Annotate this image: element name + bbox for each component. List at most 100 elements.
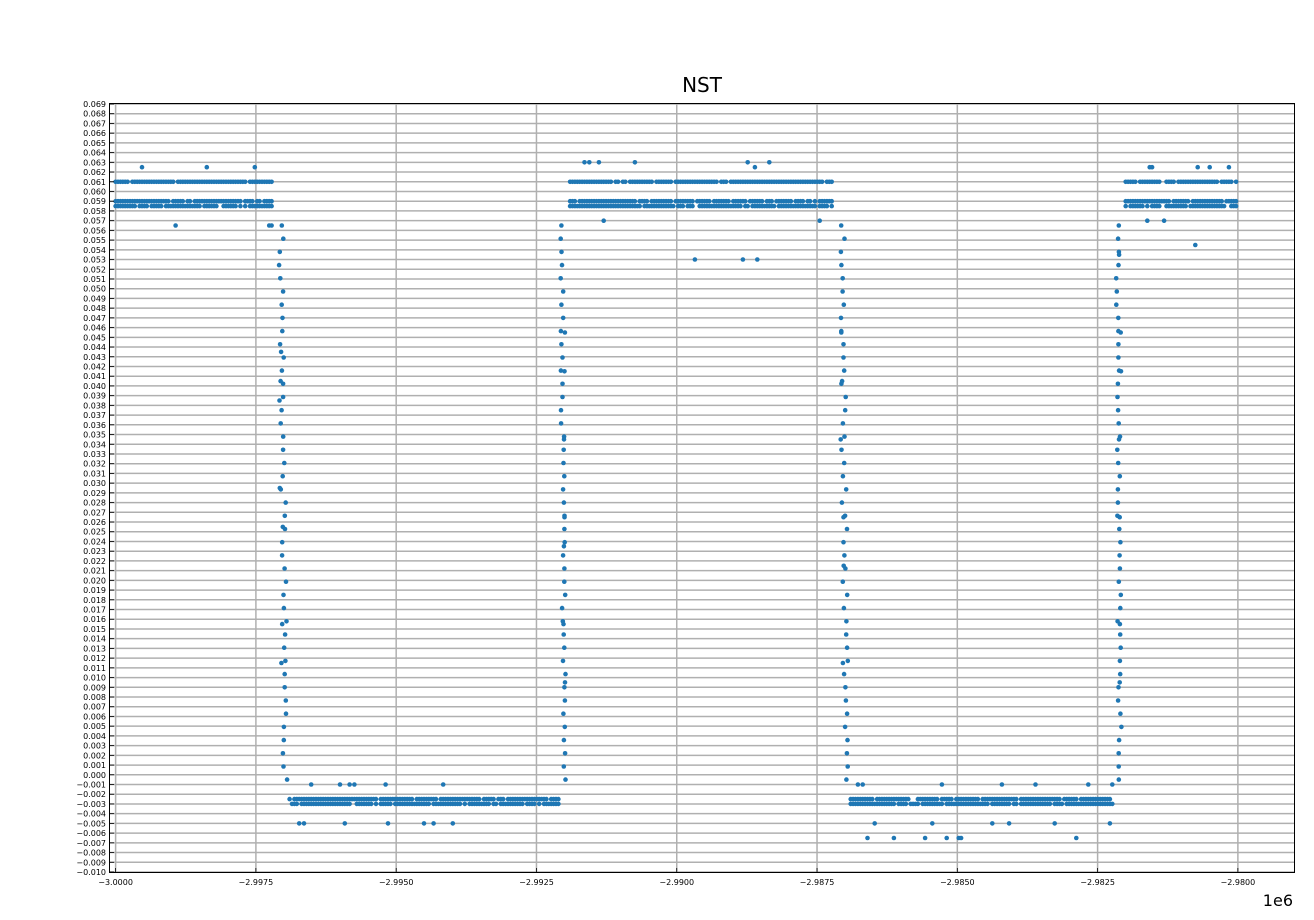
data-point	[558, 236, 563, 241]
data-point	[269, 198, 274, 204]
data-point	[383, 782, 388, 787]
y-tick-label: 0.016	[83, 615, 106, 624]
data-points	[113, 160, 1239, 841]
data-point	[287, 796, 292, 802]
data-point	[558, 276, 563, 281]
data-point	[560, 553, 566, 558]
data-point	[1118, 605, 1123, 611]
data-point	[283, 500, 289, 505]
data-point	[561, 764, 567, 769]
data-point	[1118, 711, 1123, 716]
data-point	[840, 579, 846, 584]
data-point	[558, 407, 564, 413]
data-point	[949, 796, 954, 802]
data-point	[1117, 671, 1123, 677]
data-point	[668, 198, 674, 204]
data-point	[562, 473, 567, 479]
data-point	[870, 796, 875, 802]
data-point	[726, 198, 731, 204]
y-tick-label: −0.002	[76, 790, 106, 799]
data-point	[1117, 658, 1123, 664]
data-point	[1115, 236, 1121, 241]
data-point	[840, 473, 846, 479]
x-tick-label: −3.0000	[98, 878, 133, 887]
data-point	[1107, 821, 1113, 826]
data-point	[283, 579, 289, 584]
data-point	[1116, 262, 1121, 268]
data-point	[520, 801, 525, 807]
chart-title: NST	[682, 73, 723, 97]
data-point	[279, 660, 284, 666]
data-point	[560, 487, 566, 492]
data-point	[281, 605, 287, 611]
y-axis-ticks: −0.010−0.009−0.008−0.007−0.006−0.005−0.0…	[76, 100, 114, 877]
data-point	[337, 782, 343, 787]
y-tick-label: 0.024	[83, 537, 106, 546]
data-point	[426, 801, 432, 807]
data-point	[1115, 698, 1121, 703]
data-point	[840, 660, 846, 666]
data-point	[252, 164, 258, 170]
data-point	[1117, 680, 1122, 685]
data-point	[280, 434, 286, 439]
data-point	[559, 223, 564, 228]
data-point	[1116, 421, 1121, 426]
y-tick-label: 0.045	[83, 333, 106, 342]
data-point	[347, 782, 352, 787]
data-point	[1157, 203, 1162, 209]
data-point	[559, 605, 565, 611]
data-point	[841, 605, 847, 611]
data-point	[282, 460, 287, 466]
data-point	[457, 801, 463, 807]
data-point	[644, 198, 650, 204]
data-point	[1059, 801, 1065, 807]
data-point	[1057, 796, 1062, 802]
data-point	[238, 203, 243, 209]
y-tick-label: 0.032	[83, 460, 106, 469]
data-point	[788, 198, 794, 204]
data-point	[562, 579, 567, 584]
y-tick-label: 0.021	[83, 567, 106, 576]
data-point	[843, 685, 848, 690]
data-point	[906, 796, 911, 802]
y-tick-label: 0.043	[83, 353, 106, 362]
data-point	[842, 407, 848, 413]
data-point	[632, 198, 638, 204]
data-point	[561, 632, 566, 637]
data-point	[440, 782, 446, 787]
data-point	[1185, 198, 1191, 204]
y-tick-label: 0.057	[83, 217, 106, 226]
data-point	[1115, 394, 1120, 400]
data-point	[347, 801, 352, 807]
y-tick-label: 0.038	[83, 401, 106, 410]
data-point	[280, 447, 286, 453]
data-point	[1233, 198, 1239, 204]
y-tick-label: −0.003	[76, 800, 106, 809]
data-point	[860, 782, 865, 787]
data-point	[561, 711, 566, 716]
y-tick-label: 0.011	[83, 664, 106, 673]
data-point	[277, 398, 282, 403]
data-point	[1166, 198, 1172, 204]
data-point	[1116, 751, 1121, 756]
data-point	[872, 821, 877, 826]
y-tick-label: 0.055	[83, 236, 106, 245]
data-point	[561, 737, 567, 743]
y-tick-label: 0.003	[83, 742, 106, 751]
data-point	[841, 514, 846, 520]
data-point	[1115, 447, 1120, 453]
plot-frame	[109, 103, 1295, 873]
data-point	[838, 437, 843, 442]
data-point	[280, 473, 286, 479]
y-tick-label: 0.035	[83, 431, 106, 440]
data-point	[308, 782, 314, 787]
data-point	[755, 257, 760, 262]
data-point	[279, 223, 285, 228]
data-point	[582, 160, 587, 165]
y-tick-label: 0.002	[83, 751, 106, 760]
data-point	[1116, 252, 1122, 257]
x-tick-label: −2.9825	[1080, 878, 1115, 887]
data-point	[1014, 796, 1019, 802]
y-tick-label: 0.059	[83, 197, 106, 206]
data-point	[278, 276, 283, 281]
